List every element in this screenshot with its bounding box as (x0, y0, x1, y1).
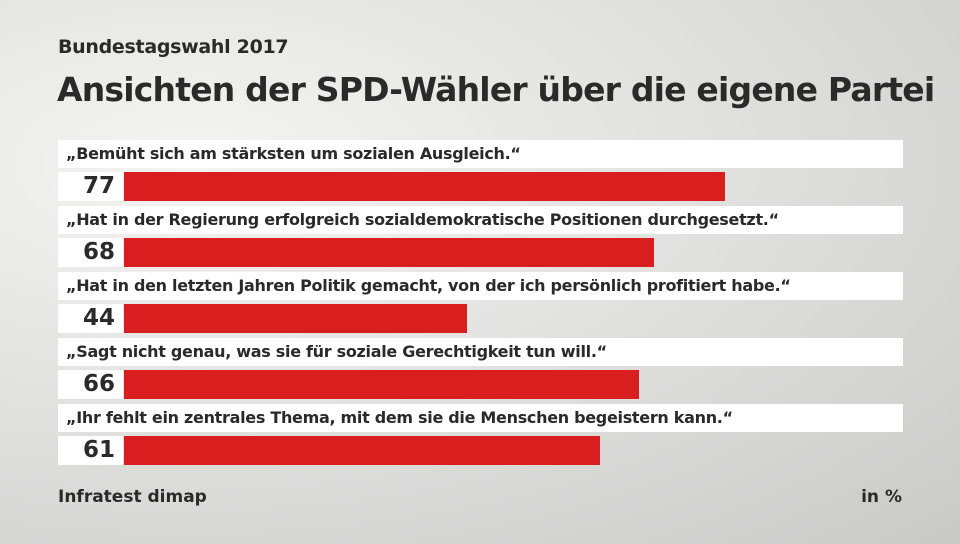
data-label: 66 (58, 370, 123, 399)
category-label: „Hat in den letzten Jahren Politik gemac… (58, 272, 903, 300)
chart-title: Ansichten der SPD-Wähler über die eigene… (57, 70, 935, 109)
data-label: 77 (58, 172, 123, 201)
data-label: 61 (58, 436, 123, 465)
bar (124, 370, 639, 399)
source: Infratest dimap (58, 487, 207, 507)
subtitle: Bundestagswahl 2017 (58, 36, 289, 58)
unit-label: in % (861, 487, 902, 507)
data-label: 68 (58, 238, 123, 267)
category-label: „Ihr fehlt ein zentrales Thema, mit dem … (58, 404, 903, 432)
category-label: „Hat in der Regierung erfolgreich sozial… (58, 206, 903, 234)
bar (124, 238, 655, 267)
bar (124, 172, 725, 201)
bar (124, 304, 468, 333)
category-label: „Bemüht sich am stärksten um sozialen Au… (58, 140, 903, 168)
bar (124, 436, 600, 465)
data-label: 44 (58, 304, 123, 333)
category-label: „Sagt nicht genau, was sie für soziale G… (58, 338, 903, 366)
